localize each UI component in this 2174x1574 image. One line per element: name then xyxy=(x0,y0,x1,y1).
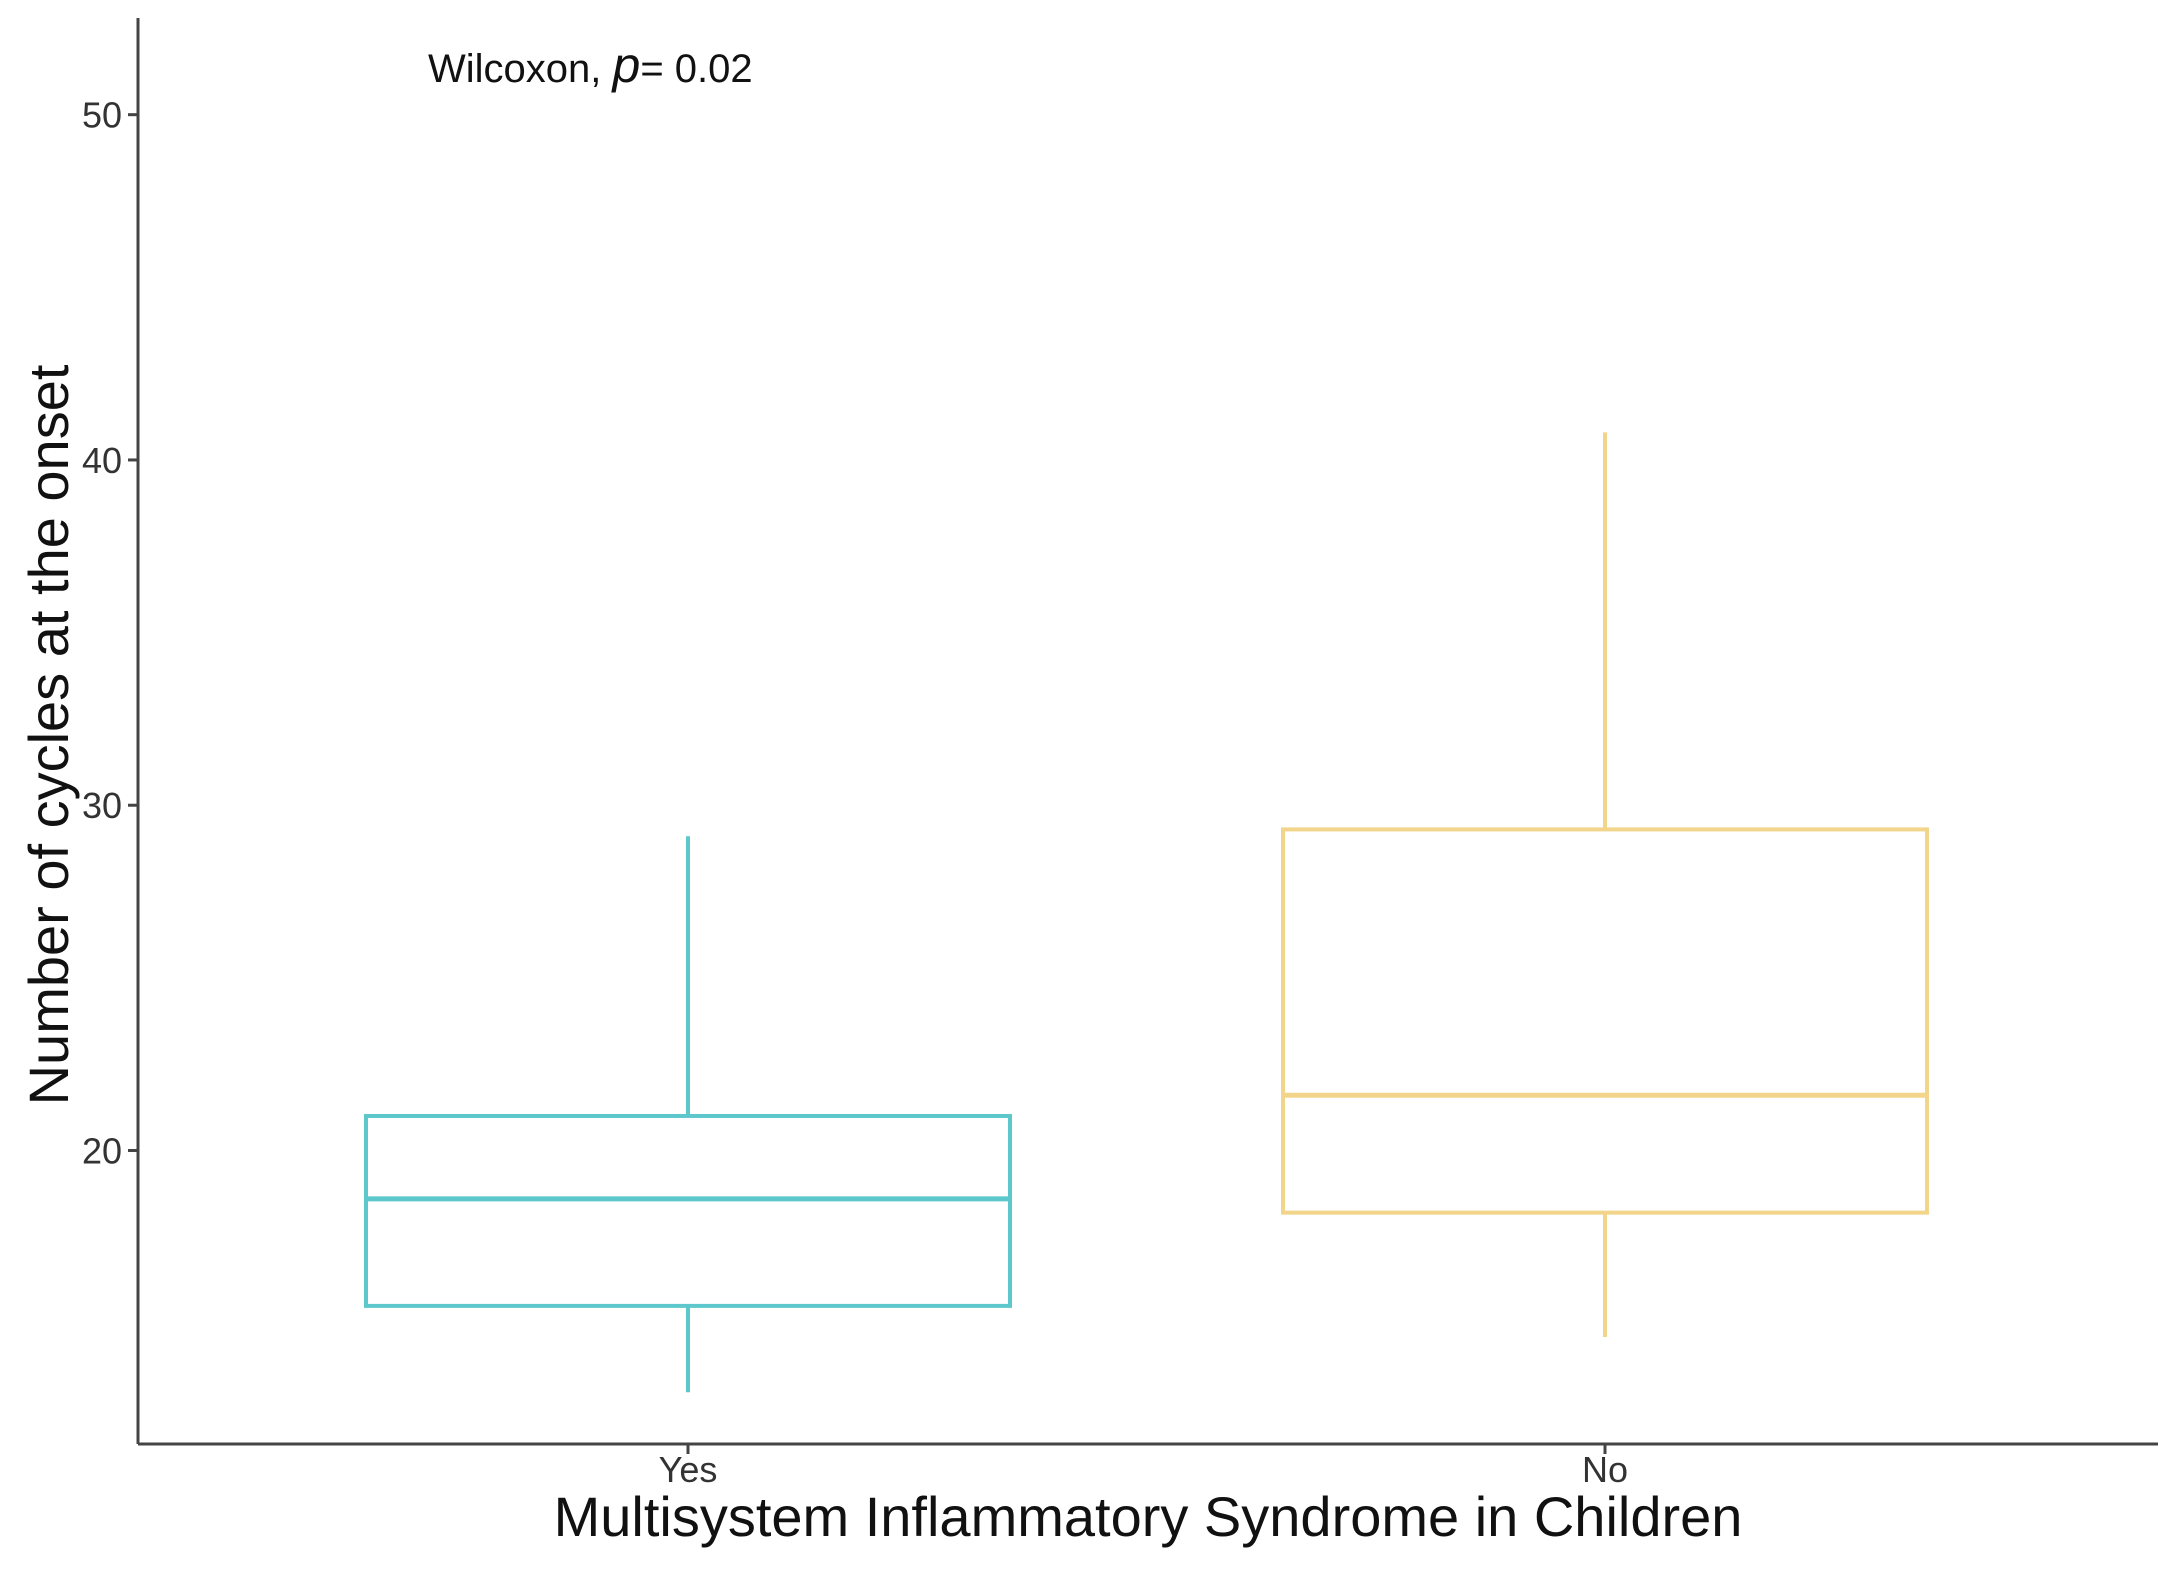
y-axis-title: Number of cycles at the onset xyxy=(17,364,80,1105)
interquartile-box xyxy=(1281,827,1929,1215)
y-tick-label: 30 xyxy=(82,785,122,826)
x-axis-title: Multisystem Inflammatory Syndrome in Chi… xyxy=(554,1485,1743,1548)
box-series xyxy=(364,432,1929,1393)
x-tick-label: Yes xyxy=(659,1449,718,1490)
interquartile-box xyxy=(364,1113,1012,1308)
y-axis-ticks: 20 30 40 50 xyxy=(82,95,138,1172)
box-no xyxy=(1281,432,1929,1337)
annotation-p-symbol: p xyxy=(611,37,641,93)
y-tick-label: 40 xyxy=(82,440,122,481)
x-axis-ticks: Yes No xyxy=(659,1444,1628,1490)
wilcoxon-annotation: Wilcoxon, p= 0.02 xyxy=(428,37,753,93)
annotation-suffix: = 0.02 xyxy=(640,47,752,91)
box-yes xyxy=(364,836,1012,1393)
annotation-prefix: Wilcoxon, xyxy=(428,47,613,91)
y-tick-label: 20 xyxy=(82,1131,122,1172)
x-tick-label: No xyxy=(1582,1449,1628,1490)
y-tick-label: 50 xyxy=(82,95,122,136)
